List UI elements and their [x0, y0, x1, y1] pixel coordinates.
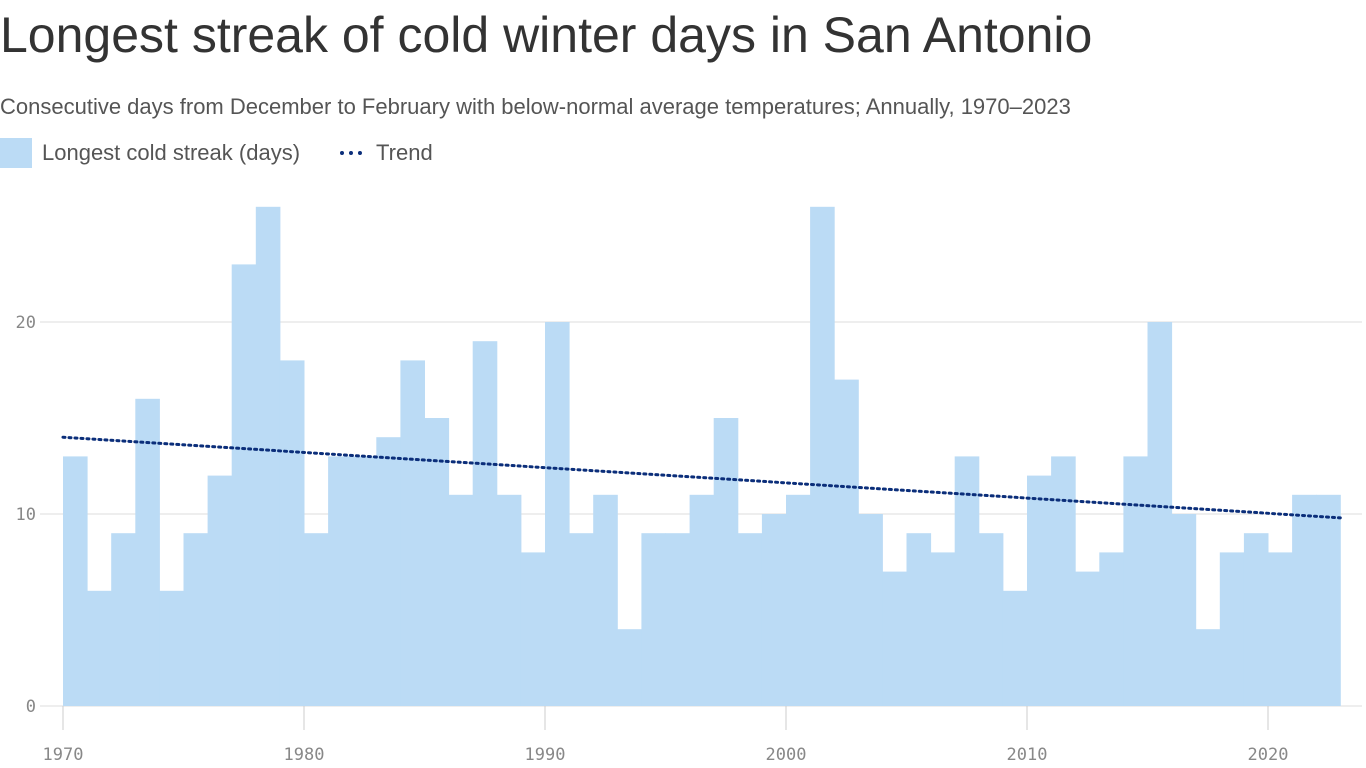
- bar-1972: [111, 533, 136, 706]
- bar-2008: [978, 533, 1004, 706]
- bar-1992: [593, 494, 618, 706]
- bar-1985: [424, 418, 450, 706]
- bar-2005: [906, 533, 932, 706]
- bar-1988: [496, 494, 522, 706]
- bar-1986: [448, 494, 474, 706]
- x-tick-label: 1990: [525, 745, 566, 765]
- bar-2002: [834, 379, 859, 706]
- bar-2000: [786, 494, 811, 706]
- bar-1980: [304, 533, 329, 706]
- bar-2021: [1292, 494, 1317, 706]
- x-tick-label: 2020: [1248, 745, 1289, 765]
- bar-2012: [1075, 571, 1100, 706]
- bar-1991: [569, 533, 594, 706]
- legend-trend-swatch: [340, 151, 363, 155]
- y-tick-label: 10: [16, 505, 36, 525]
- x-tick-label: 1980: [284, 745, 325, 765]
- bar-1984: [400, 360, 425, 706]
- bar-1998: [737, 533, 763, 706]
- y-tick-label: 20: [16, 313, 36, 333]
- bar-2003: [858, 514, 883, 706]
- bar-1974: [159, 590, 184, 706]
- bar-1976: [207, 475, 233, 706]
- y-tick-label: 0: [26, 697, 36, 717]
- x-tick-label: 1970: [43, 745, 84, 765]
- bar-2015: [1147, 322, 1173, 706]
- bar-1995: [665, 533, 691, 706]
- bar-2016: [1171, 514, 1197, 706]
- legend-trend-label: Trend: [376, 140, 433, 165]
- bar-2009: [1002, 590, 1028, 706]
- bar-1982: [352, 456, 377, 706]
- bar-2004: [882, 571, 907, 706]
- bar-2013: [1099, 552, 1124, 706]
- bar-2010: [1027, 475, 1052, 706]
- bar-1990: [545, 322, 570, 706]
- trend-line: [61, 435, 1342, 520]
- chart-title: Longest streak of cold winter days in Sa…: [0, 7, 1093, 63]
- legend-bar-swatch: [0, 138, 32, 168]
- bar-2017: [1195, 629, 1221, 706]
- bar-1981: [328, 456, 353, 706]
- bar-1978: [255, 206, 281, 707]
- legend: Longest cold streak (days) Trend: [0, 138, 433, 168]
- bar-1994: [641, 533, 666, 706]
- bar-2018: [1219, 552, 1245, 706]
- bar-1979: [279, 360, 305, 706]
- x-tick-label: 2010: [1007, 745, 1048, 765]
- bar-1997: [713, 418, 739, 706]
- bar-2014: [1123, 456, 1148, 706]
- bar-1971: [87, 590, 112, 706]
- bar-2022: [1316, 494, 1341, 706]
- bar-2020: [1268, 552, 1293, 706]
- bar-2007: [954, 456, 980, 706]
- bar-1993: [617, 629, 642, 706]
- bar-1977: [231, 264, 257, 706]
- bar-1970: [63, 456, 88, 706]
- bar-1987: [472, 341, 498, 706]
- bar-1975: [183, 533, 209, 706]
- bar-1973: [135, 398, 160, 706]
- bar-2006: [930, 552, 956, 706]
- bar-2019: [1243, 533, 1269, 706]
- bar-1989: [520, 552, 546, 706]
- bar-1999: [761, 514, 787, 706]
- x-tick-label: 2000: [766, 745, 807, 765]
- bar-2011: [1051, 456, 1076, 706]
- chart-subtitle: Consecutive days from December to Februa…: [0, 94, 1071, 119]
- bar-1996: [689, 494, 715, 706]
- legend-bars-label: Longest cold streak (days): [42, 140, 301, 165]
- bar-1983: [376, 437, 401, 706]
- bar-2001: [810, 206, 835, 707]
